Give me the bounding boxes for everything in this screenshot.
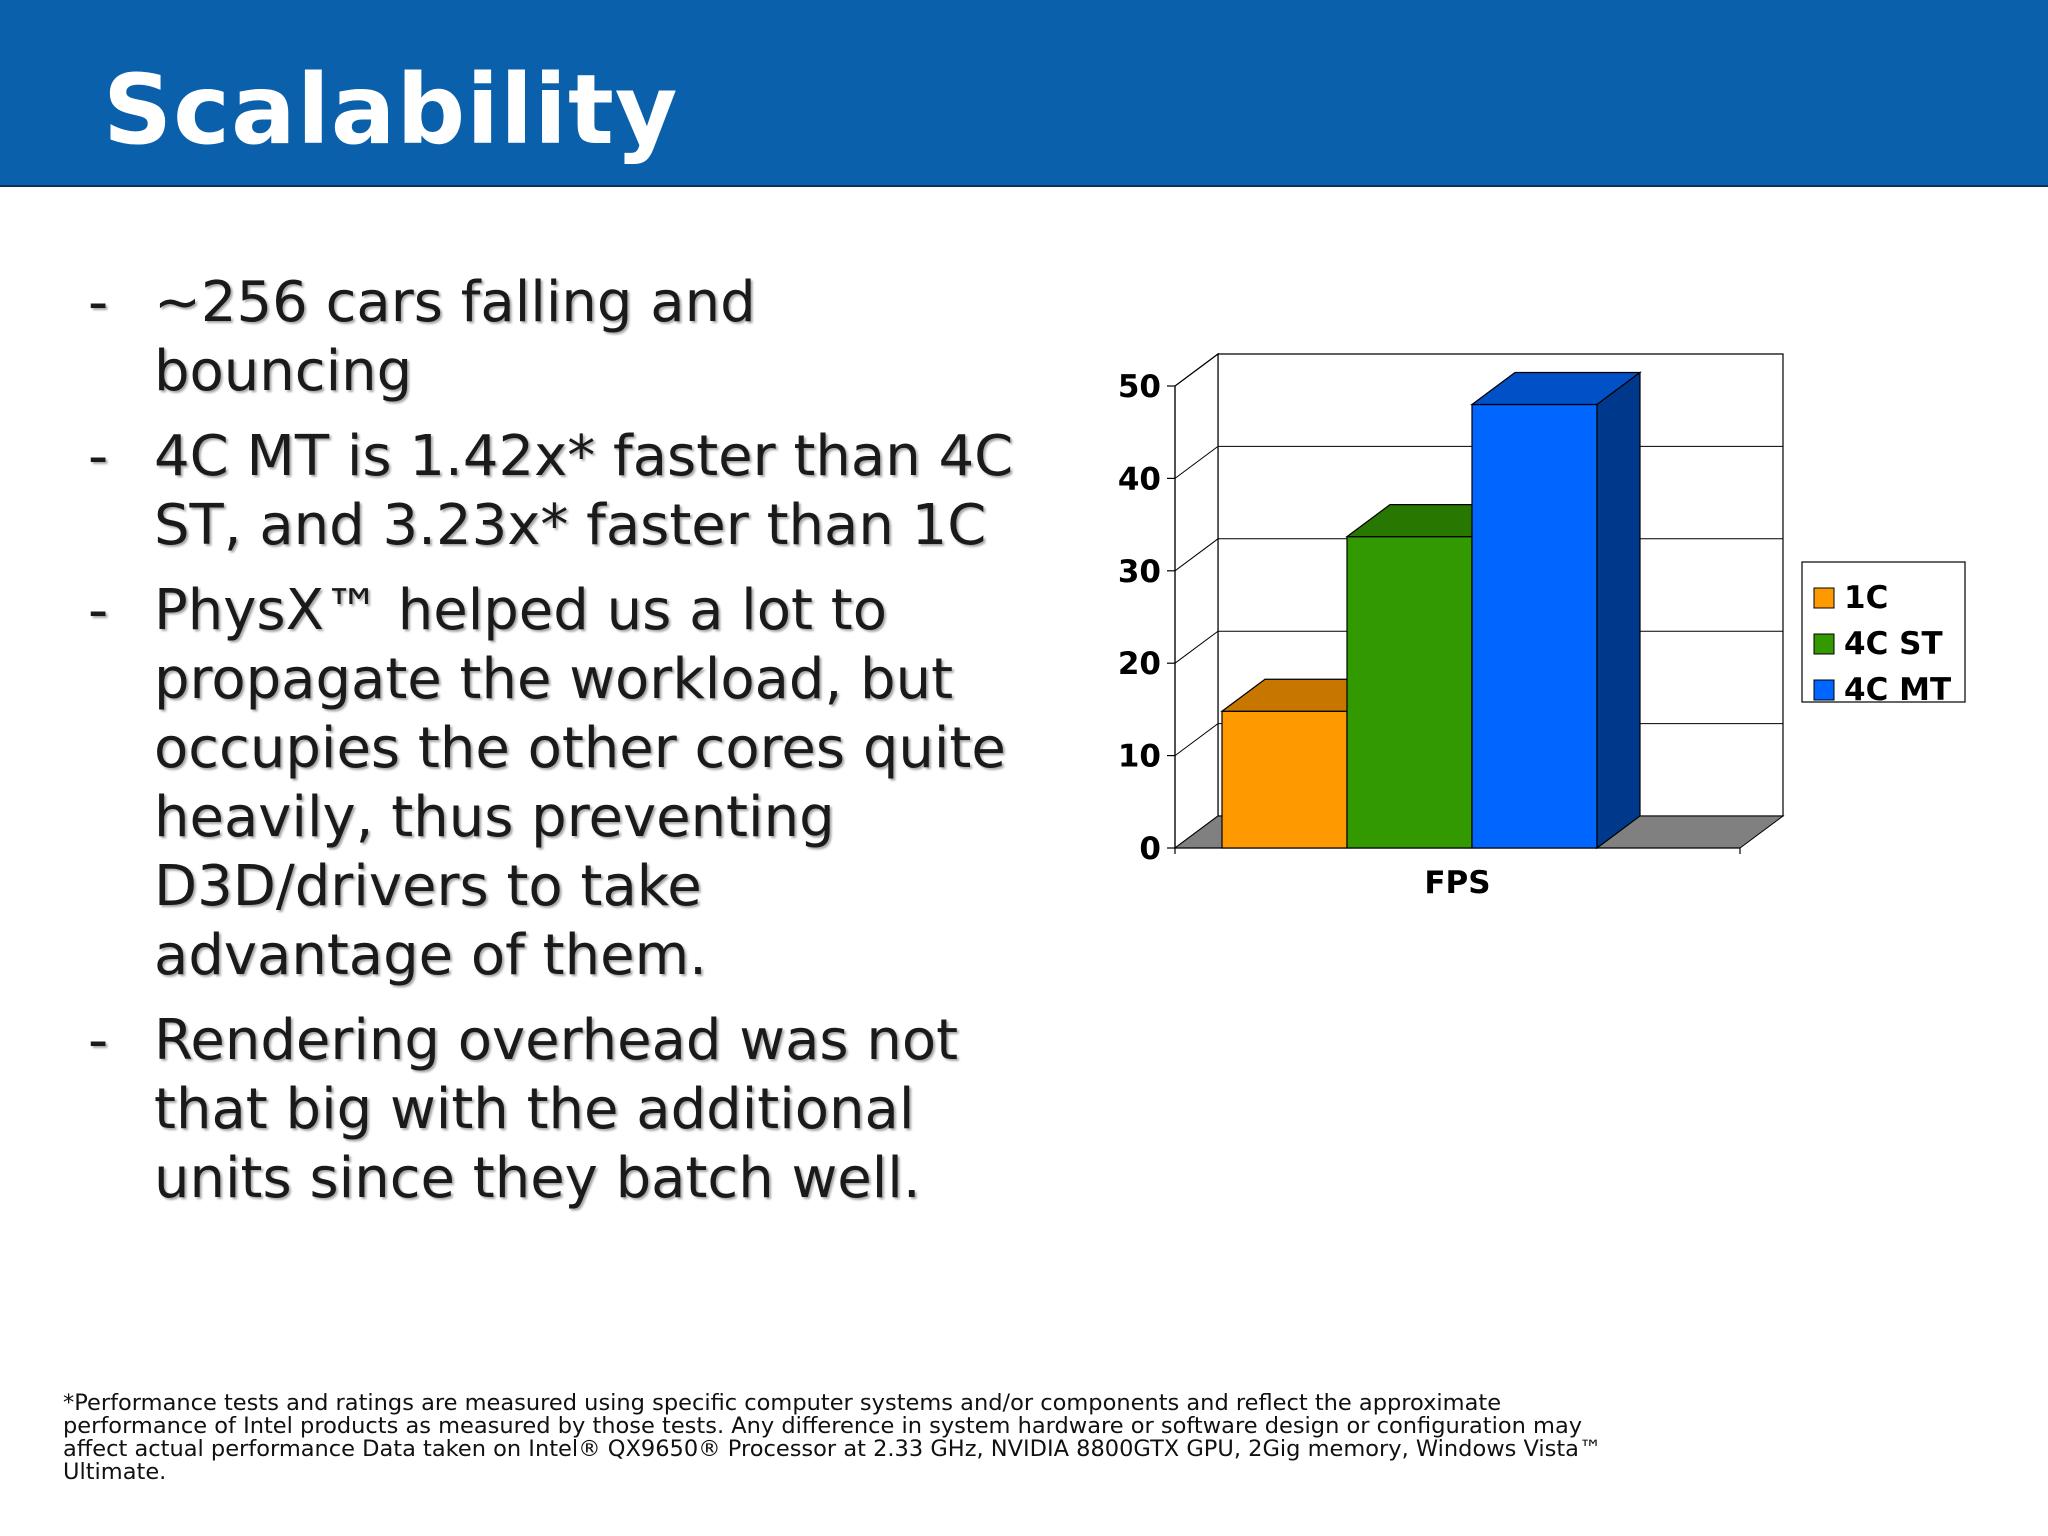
y-tick-label: 40 [1118, 461, 1161, 497]
bullet-item: -4C MT is 1.42x* faster than 4C ST, and … [88, 422, 1018, 560]
bar-side [1596, 371, 1641, 850]
legend-box [1801, 561, 1966, 703]
y-tick-label: 30 [1118, 554, 1161, 590]
title-bar [0, 0, 2048, 187]
bullet-marker: - [88, 424, 109, 489]
legend-label: 1C [1844, 580, 1888, 616]
legend-swatch [1813, 587, 1835, 609]
bullet-text: ~256 cars falling and bouncing [154, 270, 756, 404]
bullet-marker: - [88, 1008, 109, 1073]
bullet-list: - ~256 cars falling and bouncing -4C MT i… [88, 268, 1018, 1229]
bullet-text: PhysX™ helped us a lot to propagate the … [154, 578, 1006, 988]
y-tick-label: 0 [1139, 831, 1161, 867]
bullet-text: Rendering overhead was not that big with… [154, 1008, 959, 1211]
bullet-text: 4C MT is 1.42x* faster than 4C ST, and 3… [154, 424, 1014, 558]
fps-chart: 0 10 20 30 40 50 FPS 1C 4C ST 4C MT [1080, 330, 2020, 930]
y-tick-label: 20 [1118, 646, 1161, 682]
y-tick-label: 50 [1118, 369, 1161, 405]
gridline [1174, 353, 1783, 387]
bar-4c-mt [1471, 403, 1598, 849]
bar-1c [1221, 710, 1348, 849]
bullet-marker: - [88, 578, 109, 643]
legend-label: 4C MT [1844, 672, 1951, 708]
x-category-label: FPS [1424, 865, 1490, 901]
fps-chart-svg: 0 10 20 30 40 50 FPS 1C 4C ST 4C MT [1118, 352, 1966, 901]
bullet-marker: - [88, 270, 109, 335]
legend-swatch [1813, 679, 1835, 701]
footnote: *Performance tests and ratings are measu… [63, 1390, 1602, 1485]
slide-title: Scalability [103, 54, 679, 166]
chart-side-wall [1174, 352, 1219, 850]
bullet-item: - PhysX™ helped us a lot to propagate the… [88, 576, 1018, 990]
y-tick-label: 10 [1118, 739, 1161, 775]
legend-label: 4C ST [1844, 626, 1943, 662]
bullet-item: - Rendering overhead was not that big wit… [88, 1006, 1018, 1213]
bar-4c-st [1346, 536, 1473, 849]
bullet-item: - ~256 cars falling and bouncing [88, 268, 1018, 406]
legend-swatch [1813, 633, 1835, 655]
